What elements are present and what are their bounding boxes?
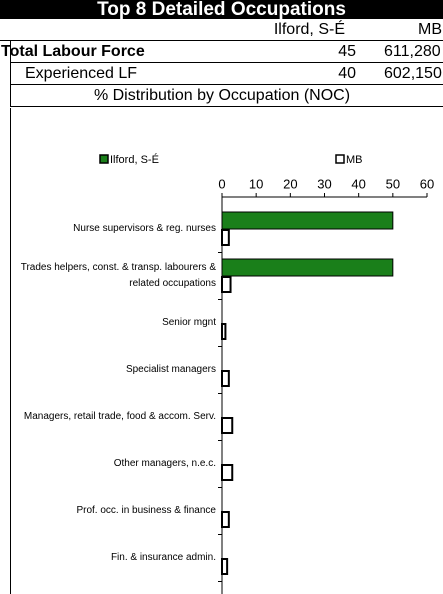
category-label: Trades helpers, const. & transp. laboure… [20,262,216,289]
x-tick-label: 40 [351,176,365,191]
title: Top 8 Detailed Occupations [0,0,443,19]
column-header: Ilford, S-É [273,21,345,38]
bar [221,276,232,293]
category-label: Other managers, n.e.c. [113,458,216,469]
bar [221,464,234,481]
bar [221,558,229,575]
section-title: % Distribution by Occupation (NOC) [10,85,443,107]
bar [221,258,394,277]
x-tick-label: 30 [317,176,331,191]
x-tick-label: 10 [249,176,263,191]
category-label: Senior mgnt [162,317,216,328]
cell: 611,280 [384,43,441,60]
cell: 45 [338,43,356,60]
legend-swatch [335,154,345,164]
bar [221,511,230,528]
table-row: Experienced LF 40 602,150 [10,63,443,85]
bar [221,417,234,434]
category-label: Nurse supervisors & reg. nurses [73,223,216,234]
legend-label: Ilford, S-É [110,153,159,166]
legend-swatch [99,154,109,164]
x-tick-label: 20 [283,176,297,191]
x-tick-label: 50 [386,176,400,191]
bar [221,370,230,387]
x-tick-label: 0 [218,176,225,191]
legend-label: MB [346,154,363,166]
category-label: Managers, retail trade, food & accom. Se… [23,411,216,422]
bar [221,229,230,246]
bar [221,211,394,230]
border [10,108,11,594]
row-label: Experienced LF [25,65,138,82]
category-label: Prof. occ. in business & finance [76,505,216,516]
category-label: Fin. & insurance admin. [110,552,216,563]
column-header: MB [418,21,442,38]
table-row: Total Labour Force 45 611,280 [1,41,443,63]
table-header: Ilford, S-É MB [0,19,443,41]
cell: 40 [338,65,356,82]
bar [221,323,227,340]
row-label: Total Labour Force [1,43,145,60]
category-label: Specialist managers [125,364,216,375]
cell: 602,150 [384,65,442,82]
x-tick-label: 60 [420,176,434,191]
